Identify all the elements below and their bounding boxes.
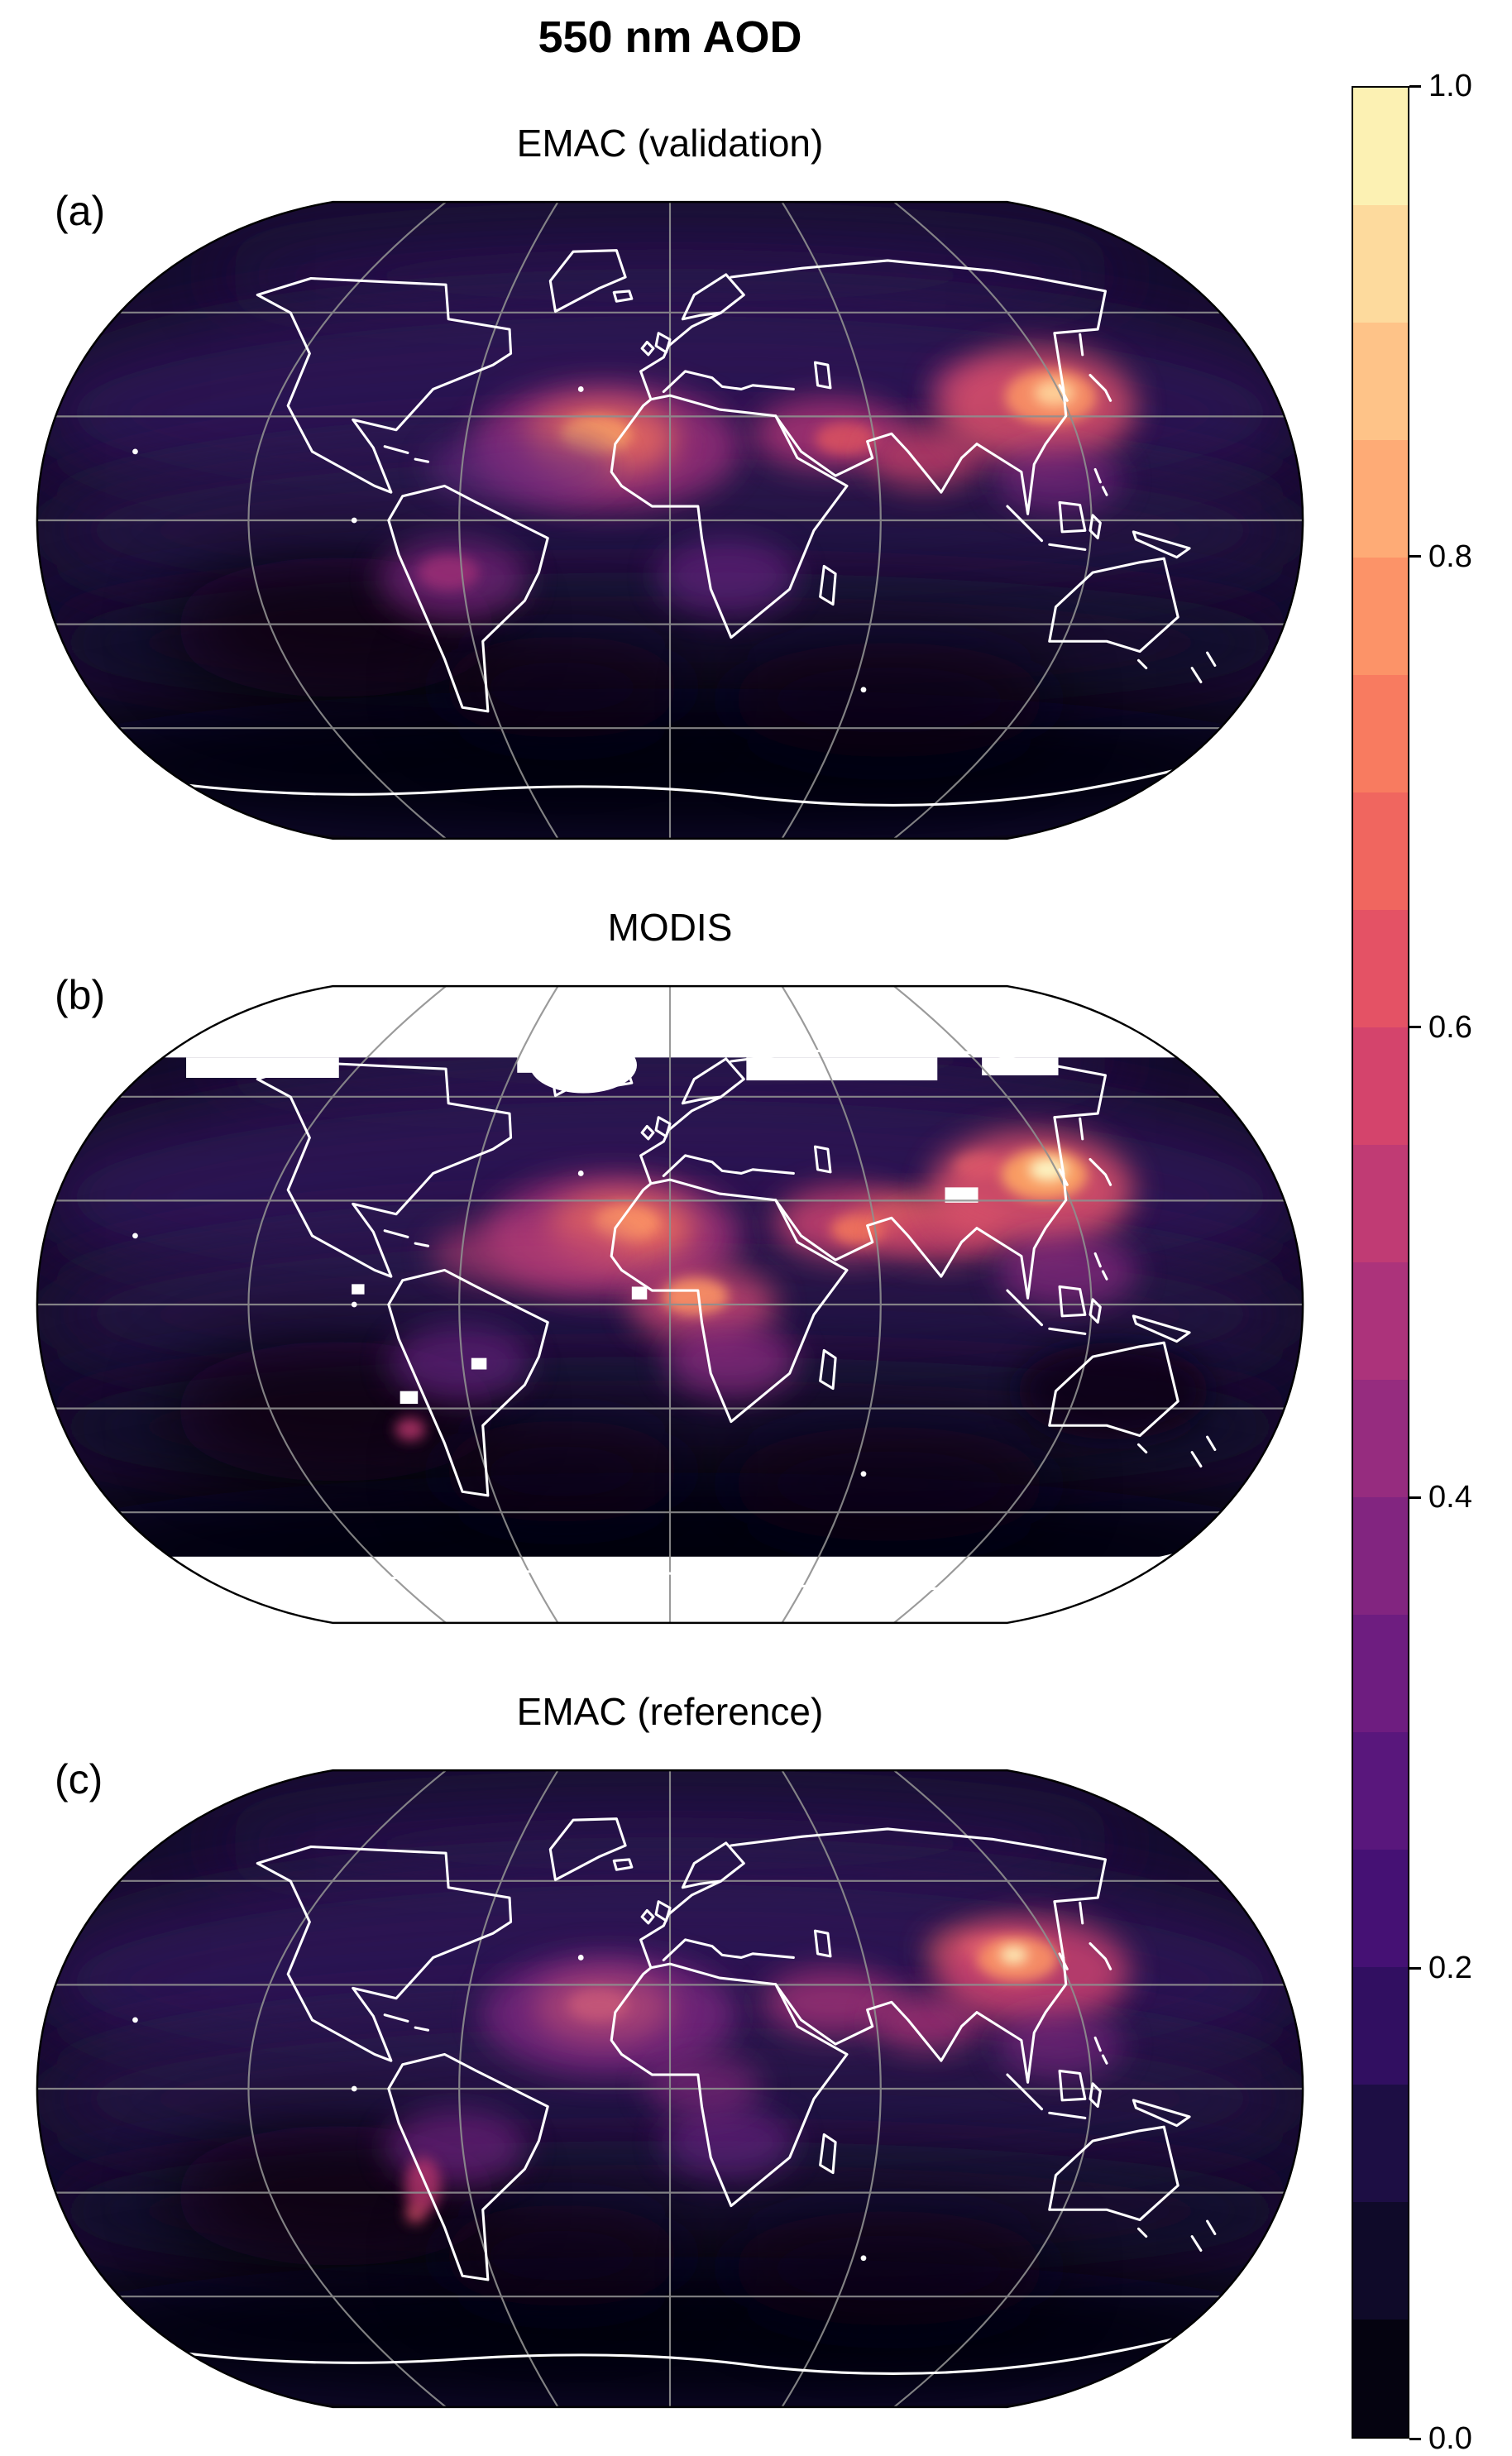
colorbar-segment <box>1353 1027 1408 1145</box>
map-panel-b-wrap <box>33 981 1307 1628</box>
heat-blob <box>418 554 480 591</box>
heat-blob <box>434 2205 690 2307</box>
heat-blob <box>430 1220 634 1287</box>
nodata-patch <box>945 1187 978 1203</box>
map-panel-c-wrap <box>33 1765 1307 2412</box>
nodata-patch <box>746 1057 938 1081</box>
heat-blob <box>999 1946 1028 1965</box>
heat-blob <box>1017 1343 1209 1440</box>
map-panel-a-wrap <box>33 197 1307 844</box>
tick-label: 0.6 <box>1428 1009 1472 1045</box>
heat-blob <box>873 1994 981 2051</box>
colorbar-tick: 0.0 <box>1409 2423 1472 2454</box>
colorbar-segment <box>1353 558 1408 675</box>
heat-blob <box>996 2012 1124 2079</box>
colorbar-segment <box>1353 1732 1408 1850</box>
colorbar-gradient <box>1352 86 1409 2439</box>
nodata-patch <box>631 1286 648 1300</box>
heat-blob <box>1029 1157 1068 1181</box>
colorbar-segment <box>1353 1262 1408 1380</box>
heat-blob <box>723 2210 1055 2326</box>
colorbar-tick: 0.6 <box>1409 1012 1472 1043</box>
colorbar-segment <box>1353 1497 1408 1615</box>
panel-b-title: MODIS <box>607 906 733 949</box>
colorbar-segment <box>1353 2320 1408 2437</box>
colorbar-segment <box>1353 440 1408 558</box>
panel-c-label: (c) <box>55 1756 103 1803</box>
colorbar-segment <box>1353 675 1408 792</box>
nodata-patch <box>186 1057 339 1078</box>
heat-blob <box>390 1324 530 1401</box>
heat-blob <box>395 1418 426 1441</box>
colorbar-segment <box>1353 1380 1408 1497</box>
colorbar-segment <box>1353 1145 1408 1262</box>
heat-blob <box>657 538 797 615</box>
tick-mark <box>1409 1026 1421 1029</box>
colorbar-segment <box>1353 910 1408 1027</box>
tick-label: 0.2 <box>1428 1951 1472 1986</box>
heat-blob <box>404 2203 426 2224</box>
figure-title: 550 nm AOD <box>538 12 802 62</box>
heat-blob <box>994 446 1122 513</box>
tick-mark <box>1409 1966 1421 1970</box>
nodata-patch <box>471 1357 487 1370</box>
heat-blob <box>645 2055 761 2117</box>
colorbar-tick: 0.2 <box>1409 1952 1472 1984</box>
colorbar-segment <box>1353 2085 1408 2202</box>
heat-blob <box>662 1277 729 1316</box>
colorbar-segment <box>1353 205 1408 323</box>
tick-mark <box>1409 1496 1421 1499</box>
tick-mark <box>1409 2437 1421 2440</box>
colorbar-tick: 1.0 <box>1409 70 1472 102</box>
nodata-patch <box>352 1284 365 1295</box>
heat-blob <box>723 642 1055 758</box>
colorbar-segment <box>1353 792 1408 910</box>
nodata-patch <box>529 1036 637 1094</box>
colorbar-segment <box>1353 1615 1408 1732</box>
map-panel-a <box>36 200 1304 840</box>
panel-b-label: (b) <box>55 972 106 1018</box>
colorbar-segment <box>1353 1967 1408 2085</box>
map-panel-c <box>36 1769 1304 2409</box>
colorbar-tick: 0.4 <box>1409 1482 1472 1513</box>
nodata-patch <box>400 1391 419 1405</box>
heat-blob <box>662 2106 795 2178</box>
heat-blob <box>434 1420 690 1523</box>
tick-label: 1.0 <box>1428 69 1472 103</box>
tick-label: 0.4 <box>1428 1480 1472 1515</box>
colorbar-segment <box>1353 1850 1408 1967</box>
colorbar-tick: 0.8 <box>1409 541 1472 572</box>
heat-blob <box>815 422 877 456</box>
panel-c-title: EMAC (reference) <box>516 1690 824 1733</box>
map-panel-b <box>36 984 1304 1625</box>
colorbar-segment <box>1353 88 1408 205</box>
colorbar: 1.0 0.8 0.6 0.4 0.2 0.0 <box>1352 70 1509 2454</box>
heat-blob <box>723 1426 1055 1542</box>
tick-label: 0.0 <box>1428 2421 1472 2456</box>
tick-mark <box>1409 84 1421 88</box>
heat-blob <box>593 1204 660 1242</box>
tick-mark <box>1409 555 1421 558</box>
panel-a-title: EMAC (validation) <box>516 122 824 165</box>
colorbar-segment <box>1353 323 1408 440</box>
heat-blob <box>664 1324 797 1396</box>
colorbar-ticks: 1.0 0.8 0.6 0.4 0.2 0.0 <box>1352 70 1509 2454</box>
panel-a-label: (a) <box>55 188 106 234</box>
heat-blob <box>428 431 620 503</box>
heat-blob <box>434 636 690 739</box>
heat-blob <box>997 1235 1137 1308</box>
colorbar-segment <box>1353 2202 1408 2320</box>
tick-label: 0.8 <box>1428 539 1472 574</box>
